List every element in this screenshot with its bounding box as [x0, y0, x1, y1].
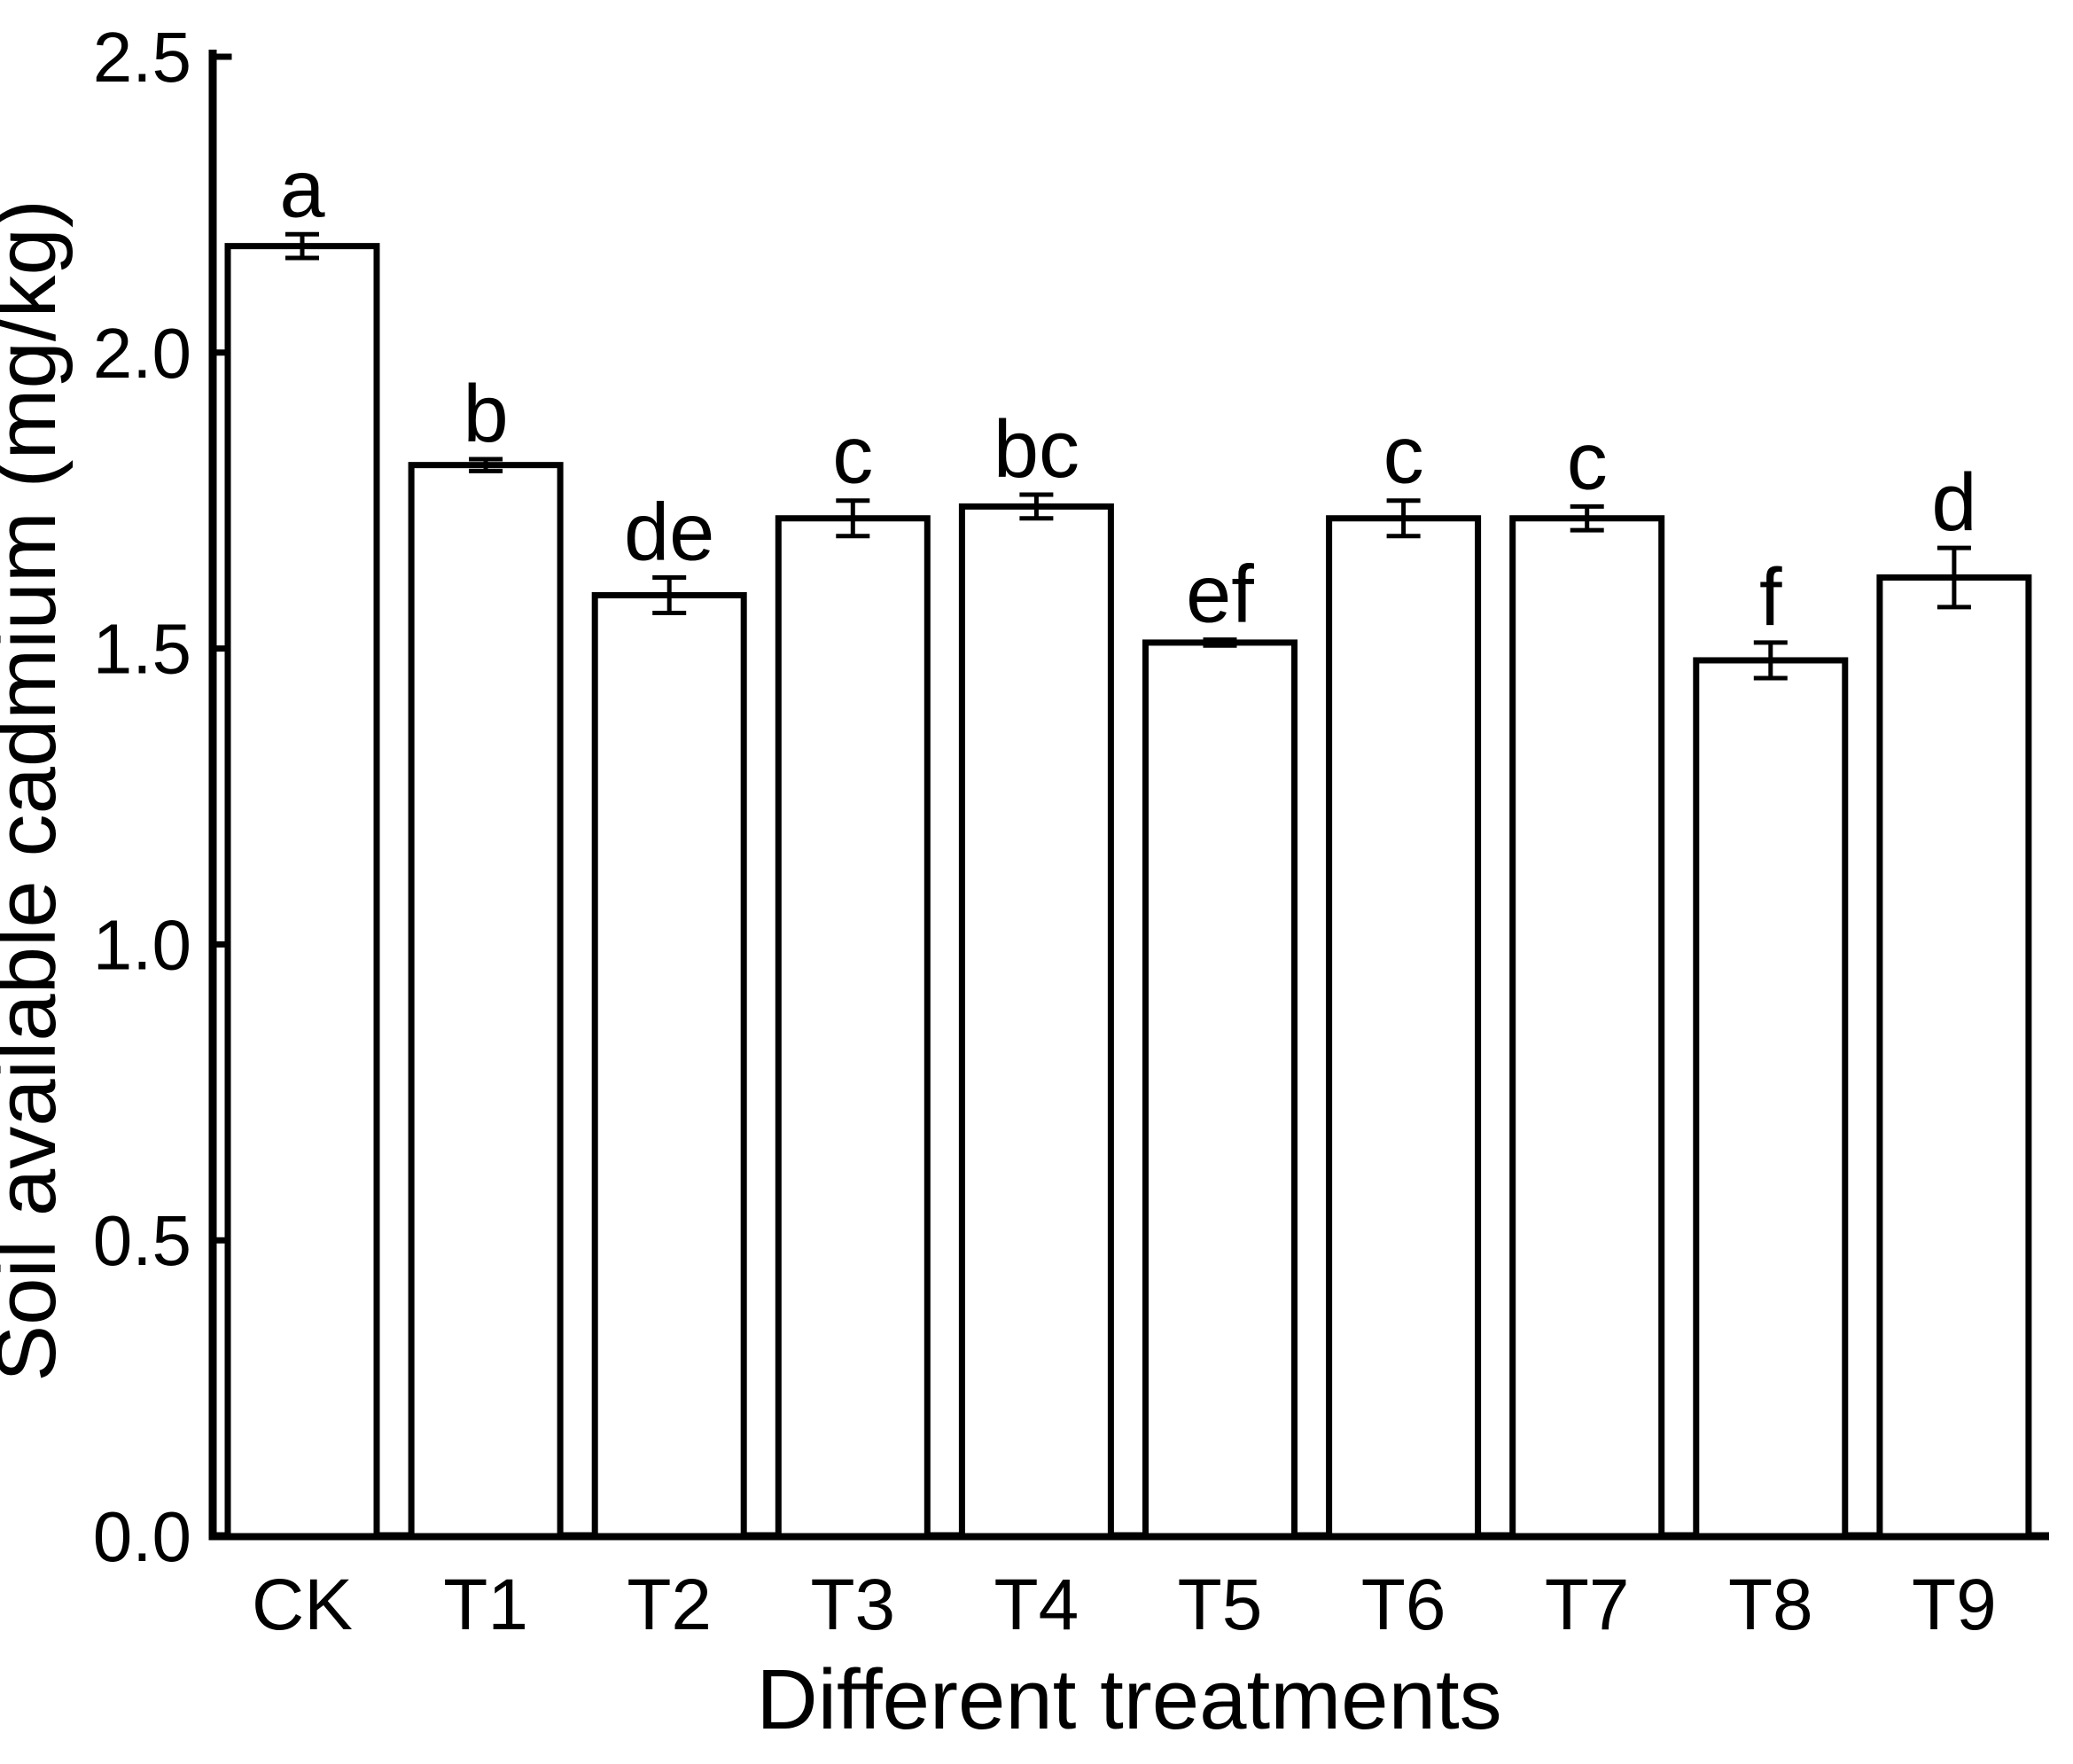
sig-letter-T8: f: [1759, 552, 1782, 643]
y-tick-label: 1.0: [93, 905, 191, 984]
x-tick-label-T4: T4: [994, 1565, 1079, 1645]
bar-T2: [591, 592, 747, 1540]
bar-T1: [408, 462, 564, 1540]
sig-letter-T4: bc: [994, 404, 1079, 495]
sig-letter-T5: ef: [1186, 550, 1254, 640]
y-tick-label: 1.5: [93, 610, 191, 689]
x-tick-label-T5: T5: [1178, 1565, 1263, 1645]
bar-T5: [1142, 639, 1298, 1540]
x-tick-label-T3: T3: [810, 1565, 895, 1645]
x-tick-label-T1: T1: [443, 1565, 528, 1645]
x-tick-label-T7: T7: [1545, 1565, 1630, 1645]
y-tick-label: 0.0: [93, 1497, 191, 1576]
sig-letter-T9: d: [1931, 457, 1976, 548]
sig-letter-T3: c: [832, 410, 873, 501]
x-tick-label-T2: T2: [627, 1565, 712, 1645]
bar-T4: [958, 503, 1114, 1540]
sig-letter-T2: de: [624, 487, 714, 577]
bar-T6: [1326, 515, 1482, 1540]
x-axis-title: Different treatments: [756, 1652, 1501, 1747]
y-tick-label: 0.5: [93, 1201, 191, 1280]
y-tick-label: 2.0: [93, 314, 191, 393]
x-tick-label-T8: T8: [1728, 1565, 1813, 1645]
plot-area: 0.0 0.5 1.0 1.5 2.0 2.5 a CK b T1 de T2 c T3 bc T4 ef T5 c…: [93, 18, 2049, 1645]
x-tick-label-CK: CK: [252, 1565, 353, 1645]
bar-CK: [224, 243, 380, 1540]
bar-T8: [1693, 657, 1849, 1540]
x-tick-label-T9: T9: [1912, 1565, 1997, 1645]
sig-letter-T7: c: [1567, 416, 1608, 506]
bar-T3: [775, 515, 931, 1540]
sig-letter-CK: a: [279, 144, 325, 234]
sig-letter-T1: b: [464, 369, 509, 459]
bar-T9: [1876, 574, 2032, 1540]
y-axis-title: Soil available cadmium (mg/kg): [0, 199, 74, 1382]
bar-T7: [1509, 515, 1665, 1540]
sig-letter-T6: c: [1383, 410, 1424, 501]
y-tick-label: 2.5: [93, 18, 191, 97]
x-tick-label-T6: T6: [1361, 1565, 1446, 1645]
